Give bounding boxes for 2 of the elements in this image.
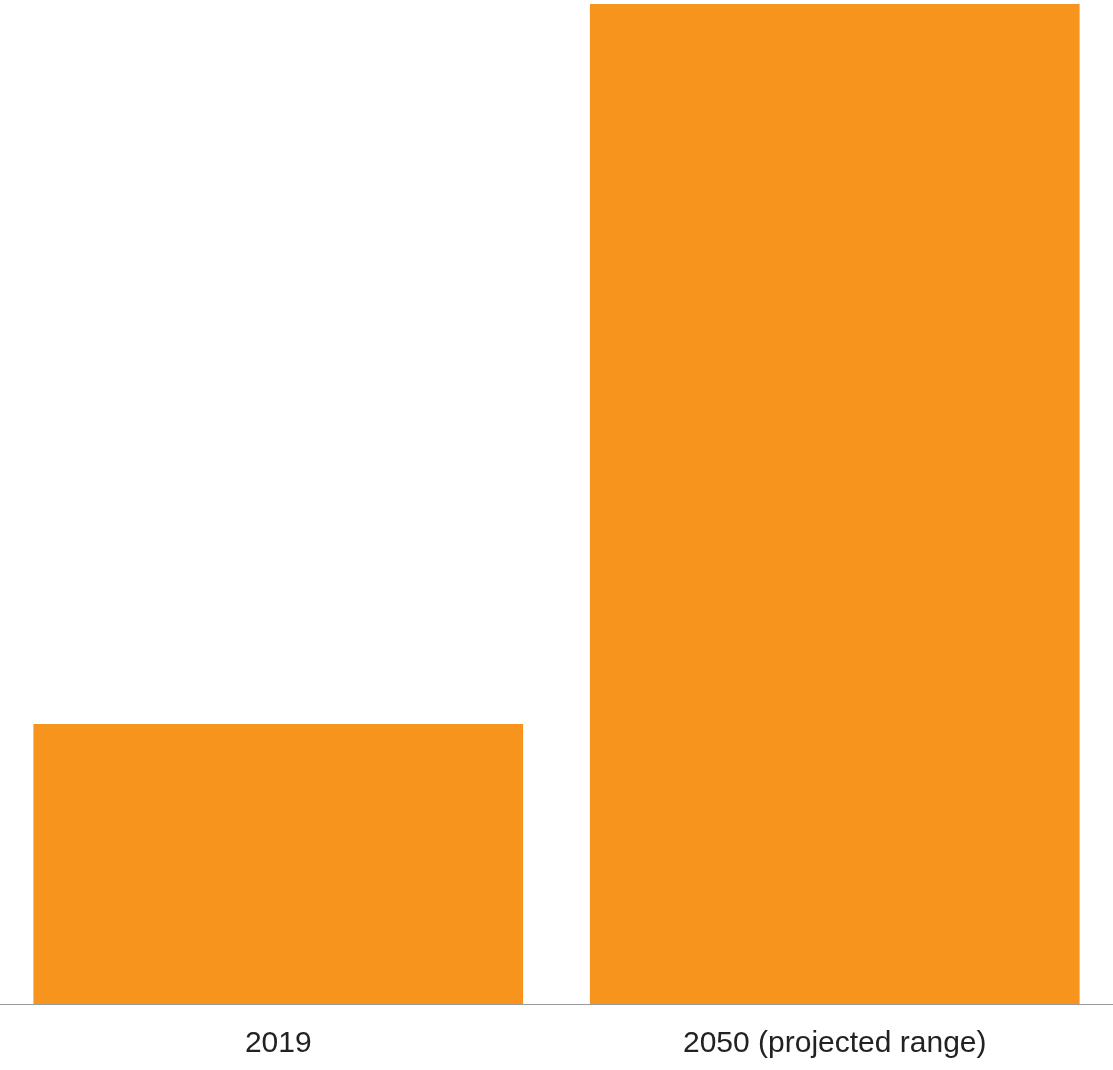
- x-tick-label: 2019: [244, 1024, 312, 1058]
- x-tick-label: 2050 (projected range): [682, 1024, 987, 1058]
